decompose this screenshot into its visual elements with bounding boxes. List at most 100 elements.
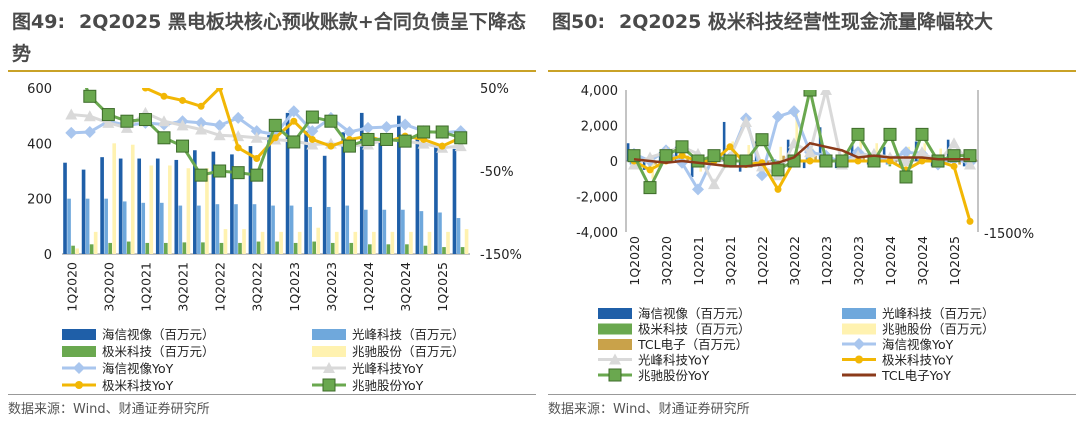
left-xtick-label: 1Q2022	[213, 262, 228, 312]
right-bar	[958, 161, 961, 165]
right-series-point	[820, 90, 832, 95]
right-legend-label-0: 海信视像（百万元）	[638, 306, 751, 321]
left-bar	[112, 143, 117, 254]
left-bar	[334, 231, 339, 254]
left-legend-marker-4	[73, 362, 85, 374]
right-bar	[802, 161, 806, 169]
left-bar	[368, 244, 372, 254]
left-bar	[326, 206, 331, 254]
left-series-point	[399, 118, 412, 131]
right-series-point	[948, 137, 960, 149]
right-xtick-label: 3Q2022	[787, 236, 802, 286]
right-series-point	[851, 127, 865, 141]
left-bar	[242, 229, 246, 254]
left-bar	[322, 155, 327, 254]
left-bar	[415, 137, 420, 254]
left-bar	[75, 248, 79, 254]
left-bar	[149, 165, 154, 254]
left-series-point	[179, 96, 187, 104]
right-series-point	[950, 162, 958, 170]
left-bar	[122, 201, 127, 254]
left-bar	[100, 157, 104, 254]
right-bar	[862, 155, 865, 161]
left-bar	[419, 211, 424, 254]
right-bar	[882, 146, 886, 161]
left-series-point	[213, 119, 226, 132]
right-legend-label-1: 光峰科技（百万元）	[882, 306, 995, 321]
right-bar	[818, 127, 822, 161]
left-chart: 0 200 400 600 50% -50% -150% 1Q2020 3Q2020 1Q2021…	[27, 47, 522, 393]
right-ytick-label: -4,000	[576, 226, 618, 241]
left-bar	[390, 231, 395, 254]
left-xtick-label: 3Q2024	[398, 262, 413, 312]
left-xtick-label: 3Q2023	[324, 262, 339, 312]
right-fig-num: 图50:	[552, 11, 606, 33]
left-bar	[211, 151, 216, 254]
left-bar	[316, 227, 321, 254]
left-bar	[252, 204, 257, 254]
left-series-point	[83, 89, 97, 103]
left-bar	[168, 165, 172, 254]
right-legend-marker-5	[853, 338, 865, 350]
left-bar	[81, 169, 86, 254]
right-series-point	[900, 155, 912, 166]
right-bar	[674, 146, 678, 161]
left-xtick-label: 3Q2021	[176, 262, 191, 312]
right-series-point	[854, 157, 862, 165]
right-series-point	[676, 156, 688, 169]
left-series-point	[361, 132, 375, 146]
left-series-point	[305, 110, 319, 124]
left-bar	[256, 241, 261, 254]
right-legend-marker-7	[855, 355, 863, 364]
right-series-point	[646, 166, 654, 174]
left-legend-label-1: 光峰科技（百万元）	[352, 327, 465, 342]
right-series-point	[883, 127, 897, 141]
right-legend-label-6: 光峰科技YoY	[638, 353, 710, 368]
left-series-point	[68, 47, 75, 54]
left-series-point	[308, 135, 316, 143]
left-series-point	[102, 116, 115, 128]
left-series-point	[250, 125, 263, 138]
left-legend-label-7: 兆驰股份YoY	[352, 378, 424, 393]
left-bar	[238, 242, 242, 254]
right-series-line	[632, 90, 970, 191]
left-series-line	[71, 108, 461, 137]
left-legend-swatch-1	[312, 329, 346, 340]
right-series-point	[964, 158, 976, 170]
right-xtick-label: 1Q2025	[947, 236, 962, 286]
left-bar	[104, 198, 108, 254]
right-series-point	[915, 127, 929, 141]
right-xtick-label: 3Q2021	[723, 236, 738, 286]
right-series-point	[804, 146, 816, 158]
left-series-point	[194, 168, 208, 182]
left-bar	[442, 247, 446, 254]
left-top-rule	[8, 70, 536, 72]
right-title-text: 2Q2025 极米科技经营性现金流量降幅较大	[619, 11, 993, 33]
left-series-point	[290, 117, 298, 125]
left-legend-marker-6	[75, 381, 83, 389]
left-series-point	[417, 125, 431, 139]
left-series-point	[176, 119, 189, 131]
right-series-point	[788, 105, 800, 118]
left-series-point	[213, 164, 227, 178]
right-legend-label-7: 极米科技YoY	[882, 353, 954, 368]
left-series-point	[65, 126, 78, 139]
right-legend-swatch-3	[842, 323, 876, 335]
right-plot-group	[626, 90, 977, 225]
right-xtick-label: 1Q2022	[755, 236, 770, 286]
right-series-point	[931, 154, 945, 168]
left-bar	[137, 158, 142, 254]
left-series-point	[141, 88, 149, 92]
left-bar	[219, 242, 224, 254]
left-series-point	[435, 125, 449, 139]
left-series-point	[271, 134, 279, 142]
left-bar	[382, 209, 387, 254]
right-bar	[690, 161, 694, 177]
left-bar	[460, 247, 465, 254]
left-bar	[145, 242, 150, 254]
right-legend-label-3: 兆驰股份（百万元）	[882, 322, 995, 337]
left-series-point	[454, 140, 467, 152]
left-series-point	[86, 60, 93, 67]
right-legend-label-5: 海信视像YoY	[882, 337, 954, 352]
right-series-point	[675, 140, 689, 154]
